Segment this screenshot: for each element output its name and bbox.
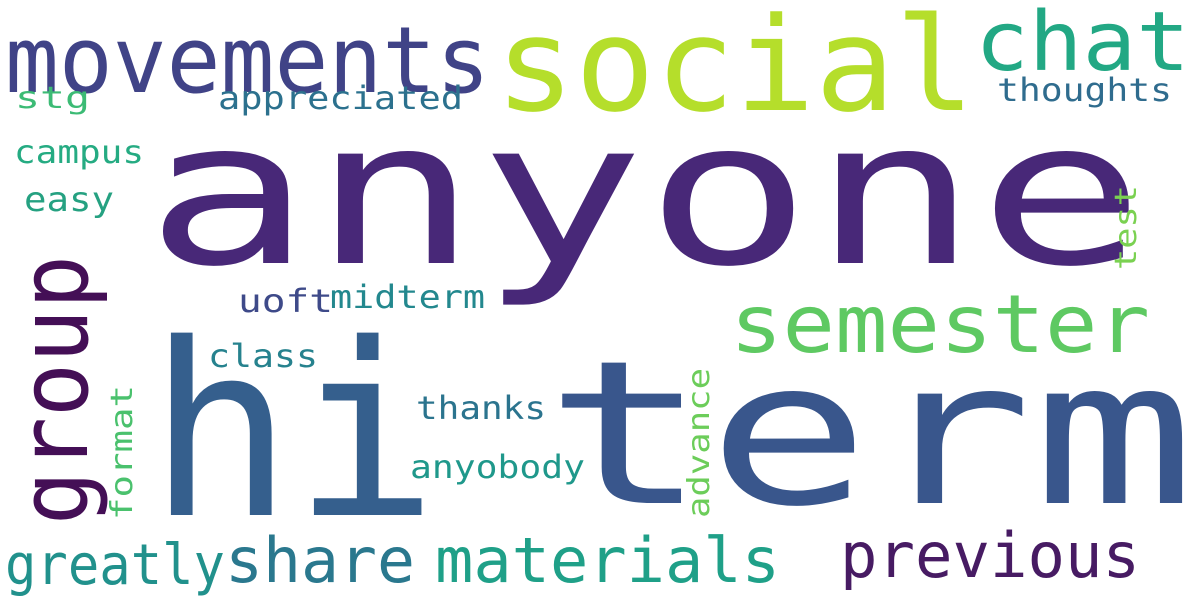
- word-uoft: uoft: [238, 282, 333, 320]
- word-class: class: [208, 337, 318, 375]
- word-hi: hi: [148, 292, 438, 572]
- word-thanks: thanks: [416, 389, 546, 427]
- word-anyone: anyone: [145, 78, 1145, 311]
- word-appreciated: appreciated: [218, 79, 463, 117]
- word-previous: previous: [840, 519, 1140, 592]
- word-chat: chat: [975, 0, 1190, 90]
- word-advance: advance: [682, 368, 717, 518]
- word-format: format: [105, 385, 140, 520]
- word-group: group: [0, 255, 110, 525]
- word-movements: movements: [5, 7, 490, 114]
- word-semester: semester: [730, 278, 1150, 371]
- word-social: social: [495, 0, 975, 141]
- word-easy: easy: [24, 180, 114, 220]
- word-materials: materials: [435, 524, 780, 597]
- word-campus: campus: [14, 133, 144, 171]
- word-greatly: greatly: [5, 533, 225, 598]
- word-term: term: [545, 318, 1195, 551]
- word-midterm: midterm: [330, 278, 485, 316]
- word-anyobody: anyobody: [410, 448, 585, 486]
- word-thoughts: thoughts: [997, 71, 1172, 109]
- word-share: share: [225, 524, 415, 597]
- word-stg: stg: [15, 81, 90, 116]
- word-test: test: [1109, 185, 1144, 270]
